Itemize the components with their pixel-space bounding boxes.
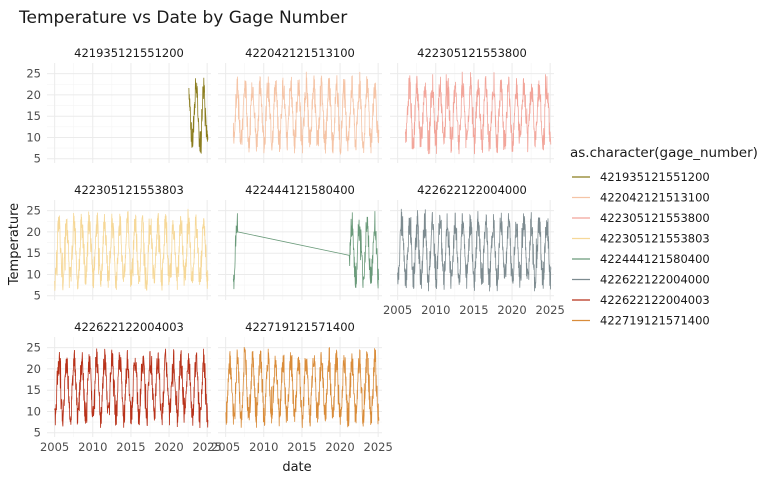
y-tick-label: 5 (34, 152, 41, 166)
legend-label: 421935121551200 (600, 170, 710, 184)
y-axis-title: Temperature (7, 203, 22, 286)
series-line (397, 208, 552, 292)
series-line (232, 71, 380, 155)
series-line (54, 348, 209, 429)
facet-panel: 422444121580400 (218, 183, 382, 300)
x-tick-label: 2010 (249, 440, 278, 454)
x-tick-label: 2025 (536, 303, 565, 317)
legend-label: 422042121513100 (600, 191, 710, 205)
facet-panel: 422622122004000 2005 2010 2015 2020 2025 (383, 183, 565, 317)
facet-strip-label: 421935121551200 (74, 46, 184, 60)
legend-item: 422042121513100 (572, 191, 710, 205)
y-tick-label: 15 (26, 246, 41, 260)
series-line (232, 211, 380, 290)
facet-panel: 422042121513100 (218, 46, 382, 163)
legend-label: 422305121553803 (600, 232, 710, 246)
y-tick-label: 10 (26, 267, 41, 281)
panel-background (218, 200, 382, 300)
y-tick-label: 20 (26, 225, 41, 239)
legend-label: 422719121571400 (600, 314, 710, 328)
x-tick-label: 2010 (421, 303, 450, 317)
series-line (404, 71, 552, 155)
facet-strip-label: 422042121513100 (245, 46, 355, 60)
series-line (225, 346, 380, 428)
legend: as.character(gage_number) 42193512155120… (570, 145, 758, 328)
y-tick-label: 25 (26, 67, 41, 81)
facet-strip-label: 422622122004003 (74, 320, 184, 334)
facet-panel: 422719121571400 2005 2010 2015 2020 2025 (211, 320, 393, 454)
y-tick-label: 10 (26, 130, 41, 144)
facet-panel: 422305121553800 (390, 46, 554, 163)
x-tick-label: 2010 (78, 440, 107, 454)
facet-strip-label: 422444121580400 (245, 183, 355, 197)
x-tick-label: 2020 (325, 440, 354, 454)
y-tick-label: 20 (26, 362, 41, 376)
facet-strip-label: 422622122004000 (417, 183, 527, 197)
legend-items: 421935121551200 422042121513100 4223051215… (572, 170, 710, 328)
legend-item: 422444121580400 (572, 252, 710, 266)
facet-panel: 421935121551200 5 10 15 20 25 (26, 46, 211, 166)
x-tick-label: 2025 (193, 440, 222, 454)
x-tick-label: 2020 (154, 440, 183, 454)
legend-item: 422622122004000 (572, 273, 710, 287)
y-tick-label: 25 (26, 204, 41, 218)
x-tick-label: 2005 (211, 440, 240, 454)
legend-label: 422622122004003 (600, 293, 710, 307)
facet-strip-label: 422305121553803 (74, 183, 184, 197)
x-tick-label: 2015 (287, 440, 316, 454)
legend-label: 422444121580400 (600, 252, 710, 266)
x-tick-label: 2015 (116, 440, 145, 454)
legend-label: 422622122004000 (600, 273, 710, 287)
x-tick-label: 2025 (364, 440, 393, 454)
y-tick-label: 5 (34, 289, 41, 303)
legend-item: 422305121553803 (572, 232, 710, 246)
legend-title: as.character(gage_number) (570, 145, 758, 161)
y-tick-label: 20 (26, 88, 41, 102)
y-tick-label: 10 (26, 404, 41, 418)
series-line (54, 208, 209, 291)
x-tick-label: 2005 (40, 440, 69, 454)
chart-title: Temperature vs Date by Gage Number (18, 8, 347, 28)
legend-item: 422305121553800 (572, 211, 710, 225)
x-tick-label: 2020 (497, 303, 526, 317)
panel-background (47, 63, 211, 163)
x-tick-label: 2015 (459, 303, 488, 317)
legend-item: 421935121551200 (572, 170, 710, 184)
y-tick-label: 15 (26, 109, 41, 123)
facet-strip-label: 422305121553800 (417, 46, 527, 60)
legend-item: 422622122004003 (572, 293, 710, 307)
facet-strip-label: 422719121571400 (245, 320, 355, 334)
x-tick-label: 2005 (383, 303, 412, 317)
series-line (188, 77, 209, 154)
legend-label: 422305121553800 (600, 211, 710, 225)
y-tick-label: 25 (26, 341, 41, 355)
y-tick-label: 5 (34, 426, 41, 440)
legend-item: 422719121571400 (572, 314, 710, 328)
x-axis-title: date (282, 460, 311, 475)
y-tick-label: 15 (26, 383, 41, 397)
facet-panel: 422305121553803 5 10 15 20 25 (26, 183, 211, 303)
